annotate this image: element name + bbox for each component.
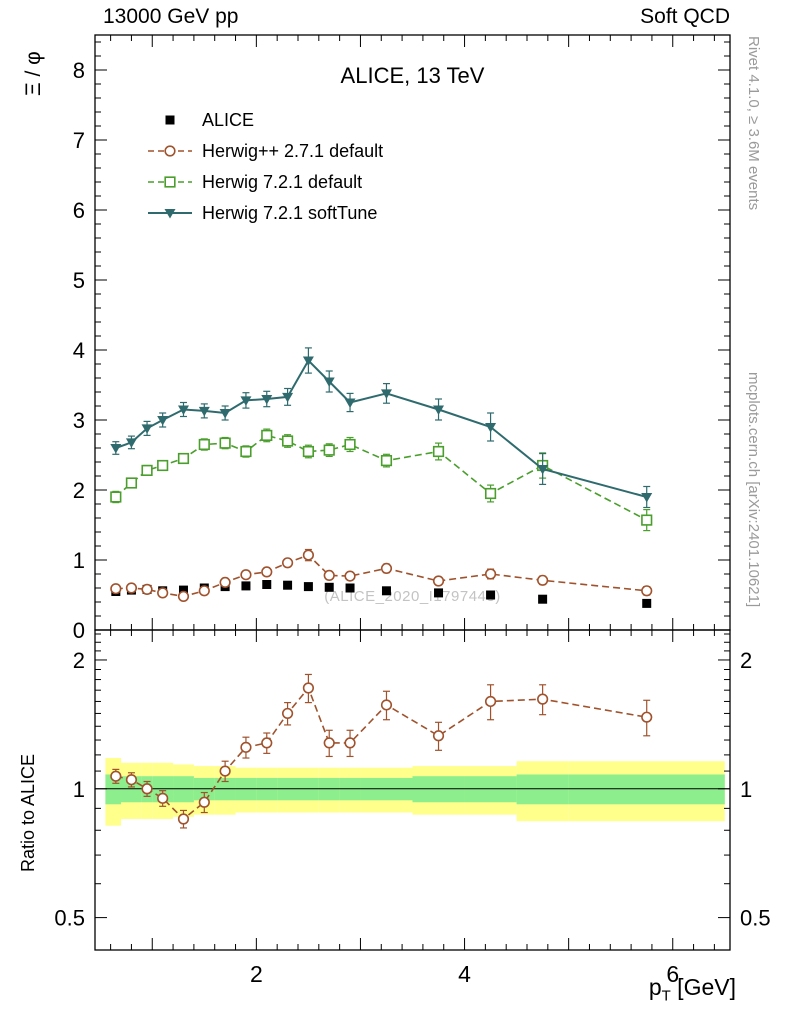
svg-text:4: 4 xyxy=(73,338,85,363)
svg-text:0.5: 0.5 xyxy=(54,906,85,931)
svg-text:6: 6 xyxy=(73,198,85,223)
svg-text:1: 1 xyxy=(73,548,85,573)
x-axis-label-unit: [GeV] xyxy=(670,974,736,1000)
axis-tick-labels: 0 1 2 3 4 5 6 7 8 0.5 0.5 1 1 2 2 2 4 6 xyxy=(54,58,770,987)
legend-item-label: Herwig++ 2.7.1 default xyxy=(202,141,383,161)
svg-text:2: 2 xyxy=(250,961,263,987)
analysis-id-watermark: (ALICE_2020_I1797443) xyxy=(324,588,501,605)
svg-text:0: 0 xyxy=(73,618,85,643)
legend-item-alice: ALICE xyxy=(165,110,254,130)
plot-title: ALICE, 13 TeV xyxy=(340,63,485,88)
svg-text:7: 7 xyxy=(73,128,85,153)
legend-item-herwig-721-default: Herwig 7.2.1 default xyxy=(148,172,362,192)
beam-energy-label: 13000 GeV pp xyxy=(103,5,239,28)
svg-text:4: 4 xyxy=(458,961,471,987)
legend: ALICE Herwig++ 2.7.1 default Herwig 7.2.1 … xyxy=(148,110,383,223)
legend-item-label: Herwig 7.2.1 default xyxy=(202,172,362,192)
panel-frames xyxy=(94,34,731,951)
series-herwig-721-softtune xyxy=(110,347,653,509)
series-herwig-721-default xyxy=(110,428,653,532)
svg-text:2: 2 xyxy=(740,648,752,673)
process-group-label: Soft QCD xyxy=(640,5,730,28)
legend-item-label: Herwig 7.2.1 softTune xyxy=(202,203,377,223)
svg-text:2: 2 xyxy=(73,478,85,503)
svg-text:8: 8 xyxy=(73,58,85,83)
x-axis-label-subscript: T xyxy=(661,987,671,1005)
svg-text:3: 3 xyxy=(73,408,85,433)
svg-text:2: 2 xyxy=(73,648,85,673)
svg-text:0.5: 0.5 xyxy=(740,906,771,931)
x-axis-label: pT [GeV] xyxy=(649,974,736,1005)
ratio-uncertainty-bands xyxy=(95,758,730,826)
svg-text:5: 5 xyxy=(73,268,85,293)
svg-text:1: 1 xyxy=(740,777,752,802)
legend-item-herwig-721-softtune: Herwig 7.2.1 softTune xyxy=(148,203,377,223)
svg-text:1: 1 xyxy=(73,777,85,802)
legend-item-label: ALICE xyxy=(202,110,254,130)
svg-text:6: 6 xyxy=(666,961,679,987)
series-herwigpp-271-default xyxy=(110,548,653,603)
axis-ticks xyxy=(95,35,730,950)
legend-item-herwigpp-271-default: Herwig++ 2.7.1 default xyxy=(148,141,383,161)
ratio-series-herwigpp-271-default xyxy=(110,673,653,829)
x-axis-label-base: p xyxy=(648,974,662,1000)
